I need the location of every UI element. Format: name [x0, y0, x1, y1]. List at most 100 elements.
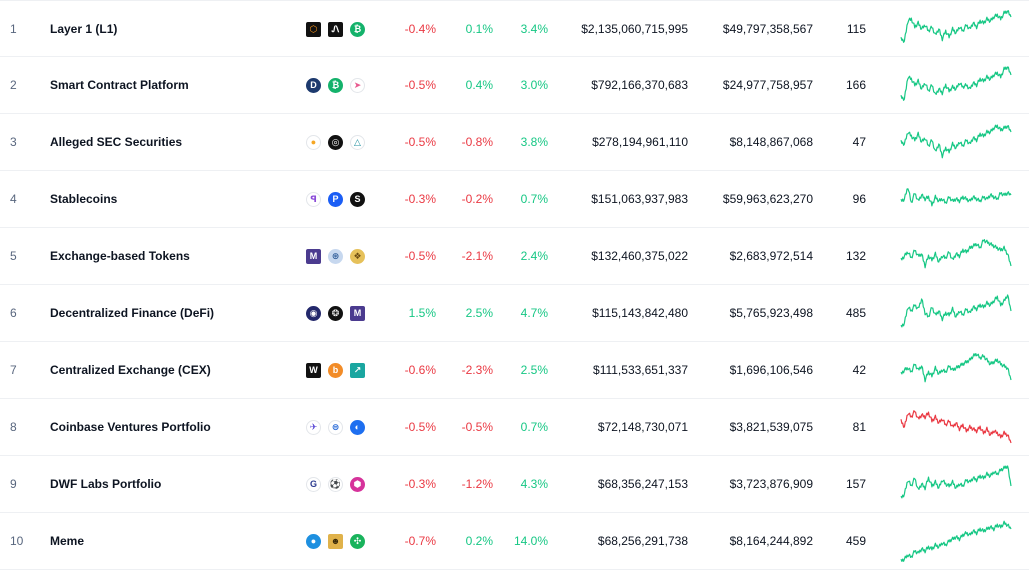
change-1h: -0.5% — [404, 420, 436, 434]
category-name-link[interactable]: Decentralized Finance (DeFi) — [50, 306, 215, 320]
table-row[interactable]: 9 DWF Labs Portfolio G ⚽ ⬢ -0.3% -1.2% 4.3% $68,… — [0, 456, 1029, 513]
sparkline-chart — [900, 188, 1012, 207]
black-s-coin-icon[interactable]: S — [350, 191, 365, 207]
teal-triangle-coin-icon[interactable]: △ — [350, 134, 365, 150]
rank-number: 10 — [10, 534, 24, 548]
sparkline-path — [900, 124, 1012, 159]
black-l-coin-icon[interactable]: Ꮑ — [328, 21, 343, 37]
orange-flame-coin-icon[interactable]: ● — [306, 134, 321, 150]
change-1h: -0.3% — [404, 192, 436, 206]
black-ring-coin-icon[interactable]: ◎ — [328, 134, 343, 150]
change-1h: -0.5% — [404, 249, 436, 263]
change-24h: -0.8% — [461, 135, 493, 149]
sparkline-path — [900, 410, 1012, 444]
rank-number: 4 — [10, 192, 17, 206]
rank-number: 1 — [10, 22, 17, 36]
orange-b-coin-icon[interactable]: b — [328, 362, 343, 378]
category-name-link[interactable]: Exchange-based Tokens — [50, 249, 190, 263]
table-row[interactable]: 2 Smart Contract Platform D ₿ ➤ -0.5% 0.4% 3.0%… — [0, 57, 1029, 114]
sparkline-path — [900, 465, 1012, 499]
gold-character-coin-icon[interactable]: ☻ — [328, 533, 343, 549]
change-7d: 0.7% — [520, 192, 548, 206]
soccer-ball-coin-icon[interactable]: ⚽ — [328, 476, 343, 492]
market-cap: $68,256,291,738 — [597, 534, 688, 548]
black-w-coin-icon[interactable]: W — [306, 362, 321, 378]
sparkline-path — [900, 188, 1012, 207]
table-row[interactable]: 3 Alleged SEC Securities ● ◎ △ -0.5% -0.8% 3.8%… — [0, 114, 1029, 171]
category-name-link[interactable]: DWF Labs Portfolio — [50, 477, 162, 491]
blue-d-coin-icon[interactable]: D — [306, 77, 321, 93]
volume: $1,696,106,546 — [729, 363, 813, 377]
top-coins-group: ● ☻ ✣ — [306, 513, 365, 569]
top-coins-group: M ⊛ ❖ — [306, 228, 365, 284]
table-row[interactable]: 1 Layer 1 (L1) ⬡ Ꮑ ₿ -0.4% 0.1% 3.4% $2,135,060,… — [0, 0, 1029, 57]
blue-globe-coin-icon[interactable]: ⊛ — [328, 248, 343, 264]
market-cap: $151,063,937,983 — [591, 192, 688, 206]
blue-globe-coin-icon[interactable]: ● — [306, 533, 321, 549]
num-coins: 115 — [846, 22, 866, 36]
category-name-link[interactable]: Centralized Exchange (CEX) — [50, 363, 211, 377]
rocket-coin-icon[interactable]: ✈ — [306, 419, 321, 435]
market-cap: $72,148,730,071 — [597, 420, 688, 434]
category-name-link[interactable]: Coinbase Ventures Portfolio — [50, 420, 211, 434]
change-1h: -0.5% — [404, 78, 436, 92]
num-coins: 157 — [845, 477, 866, 491]
sparkline-chart — [900, 353, 1012, 383]
teal-chart-coin-icon[interactable]: ↗ — [350, 362, 365, 378]
change-7d: 4.3% — [520, 477, 548, 491]
num-coins: 459 — [845, 534, 866, 548]
category-name-link[interactable]: Stablecoins — [50, 192, 118, 206]
navy-swirl-coin-icon[interactable]: ◉ — [306, 305, 321, 321]
change-7d: 2.4% — [520, 249, 548, 263]
change-24h: 2.5% — [465, 306, 493, 320]
change-24h: -2.3% — [461, 363, 493, 377]
green-bitcoin-coin-icon[interactable]: ₿ — [328, 77, 343, 93]
market-cap: $111,533,651,337 — [593, 363, 688, 377]
purple-s-coin-icon[interactable]: ꟼ — [306, 191, 321, 207]
top-coins-group: G ⚽ ⬢ — [306, 456, 365, 512]
table-row[interactable]: 6 Decentralized Finance (DeFi) ◉ ❂ M 1.5% 2.5%… — [0, 285, 1029, 342]
pink-arrow-coin-icon[interactable]: ➤ — [350, 77, 365, 93]
pink-hexagon-coin-icon[interactable]: ⬢ — [350, 476, 365, 492]
volume: $5,765,923,498 — [729, 306, 813, 320]
market-cap: $278,194,961,110 — [592, 135, 688, 149]
category-name-link[interactable]: Alleged SEC Securities — [50, 135, 183, 149]
orange-hexagon-coin-icon[interactable]: ⬡ — [306, 21, 321, 37]
change-1h: 1.5% — [408, 306, 436, 320]
sparkline-chart — [900, 520, 1012, 562]
blue-ring-coin-icon[interactable]: ◐ — [350, 419, 365, 435]
table-row[interactable]: 5 Exchange-based Tokens M ⊛ ❖ -0.5% -2.1% 2.4% $… — [0, 228, 1029, 285]
table-row[interactable]: 4 Stablecoins ꟼ P S -0.3% -0.2% 0.7% $151,063,93… — [0, 171, 1029, 228]
purple-m-coin-icon[interactable]: M — [306, 248, 321, 264]
change-1h: -0.5% — [404, 135, 436, 149]
change-7d: 2.5% — [520, 363, 548, 377]
blue-g-coin-icon[interactable]: G — [306, 476, 321, 492]
rank-number: 9 — [10, 477, 17, 491]
change-1h: -0.3% — [404, 477, 436, 491]
change-24h: 0.1% — [465, 22, 493, 36]
category-name-link[interactable]: Meme — [50, 534, 85, 548]
num-coins: 42 — [852, 363, 866, 377]
blue-lines-coin-icon[interactable]: ⊜ — [328, 419, 343, 435]
gold-pattern-coin-icon[interactable]: ❖ — [350, 248, 365, 264]
table-row[interactable]: 10 Meme ● ☻ ✣ -0.7% 0.2% 14.0% $68,256,291,738 $8… — [0, 513, 1029, 570]
sparkline-path — [900, 239, 1012, 269]
category-name-link[interactable]: Smart Contract Platform — [50, 78, 189, 92]
category-name-link[interactable]: Layer 1 (L1) — [50, 22, 118, 36]
change-1h: -0.4% — [404, 22, 436, 36]
purple-m-coin-icon[interactable]: M — [350, 305, 365, 321]
black-ring-coin-icon[interactable]: ❂ — [328, 305, 343, 321]
rank-number: 3 — [10, 135, 17, 149]
volume: $49,797,358,567 — [722, 22, 813, 36]
market-cap: $792,166,370,683 — [591, 78, 688, 92]
num-coins: 47 — [852, 135, 866, 149]
rank-number: 2 — [10, 78, 17, 92]
green-pattern-coin-icon[interactable]: ✣ — [350, 533, 365, 549]
market-cap: $68,356,247,153 — [597, 477, 688, 491]
blue-p-coin-icon[interactable]: P — [328, 191, 343, 207]
green-bitcoin-coin-icon[interactable]: ₿ — [350, 21, 365, 37]
table-row[interactable]: 8 Coinbase Ventures Portfolio ✈ ⊜ ◐ -0.5% -0.5… — [0, 399, 1029, 456]
top-coins-group: ● ◎ △ — [306, 114, 365, 170]
